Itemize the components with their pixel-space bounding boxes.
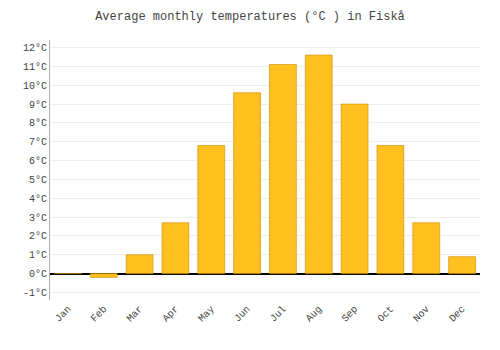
svg-text:0°C: 0°C	[29, 269, 47, 280]
svg-text:Jun: Jun	[232, 304, 253, 325]
svg-text:2°C: 2°C	[29, 231, 47, 242]
svg-text:8°C: 8°C	[29, 118, 47, 129]
svg-text:Dec: Dec	[447, 304, 468, 325]
svg-text:1°C: 1°C	[29, 250, 47, 261]
svg-text:9°C: 9°C	[29, 100, 47, 111]
svg-text:7°C: 7°C	[29, 137, 47, 148]
svg-text:11°C: 11°C	[23, 62, 47, 73]
svg-text:4°C: 4°C	[29, 194, 47, 205]
svg-text:3°C: 3°C	[29, 213, 47, 224]
svg-text:Average monthly temperatures (: Average monthly temperatures (°C ) in Fi…	[95, 10, 405, 24]
svg-text:Sep: Sep	[340, 304, 361, 325]
svg-text:Mar: Mar	[125, 304, 146, 325]
svg-text:Nov: Nov	[411, 304, 432, 325]
svg-text:Aug: Aug	[304, 304, 325, 325]
svg-text:5°C: 5°C	[29, 175, 47, 186]
svg-text:6°C: 6°C	[29, 156, 47, 167]
svg-text:Jul: Jul	[268, 304, 289, 325]
svg-text:Oct: Oct	[376, 304, 397, 325]
svg-text:Jan: Jan	[53, 304, 74, 325]
svg-text:-1°C: -1°C	[23, 288, 47, 299]
svg-text:10°C: 10°C	[23, 81, 47, 92]
svg-text:Feb: Feb	[89, 304, 110, 325]
svg-text:May: May	[196, 304, 217, 325]
svg-text:Apr: Apr	[161, 304, 182, 325]
svg-text:12°C: 12°C	[23, 43, 47, 54]
